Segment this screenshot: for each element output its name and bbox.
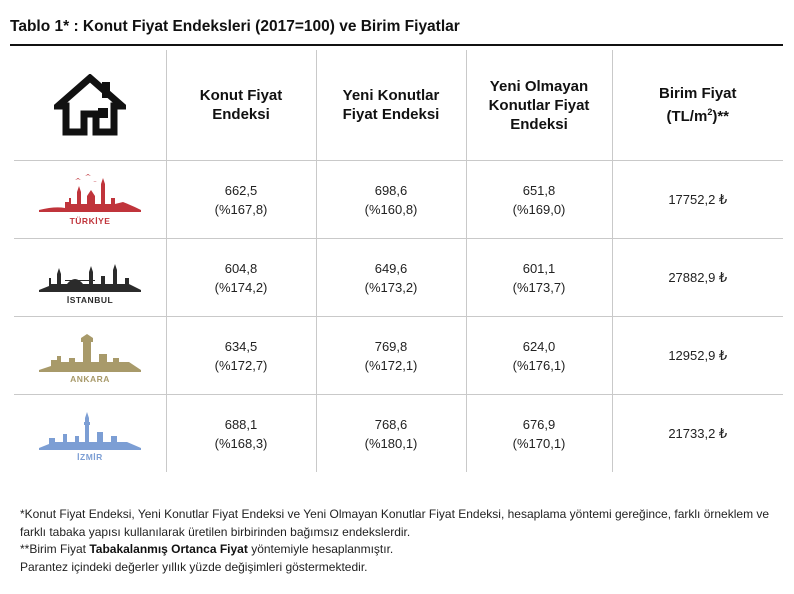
- kfe-change: (%172,7): [214, 357, 268, 373]
- price-index-table: Konut Fiyat Endeksi Yeni Konutlar Fiyat …: [14, 50, 783, 472]
- city-name: İZMİR: [77, 452, 103, 462]
- ykfe-cell: 649,6 (%173,2): [315, 238, 467, 317]
- yokfe-value: 651,8: [522, 182, 556, 198]
- header-unit-price-sup: 2: [707, 107, 713, 117]
- yokfe-cell: 676,9 (%170,1): [465, 394, 613, 472]
- ankara-skyline-icon: ANKARA: [38, 333, 141, 384]
- yokfe-change: (%176,1): [512, 357, 566, 373]
- table-row: İZMİR 688,1 (%168,3) 768,6 (%180,1) 676,9 (…: [14, 394, 783, 472]
- header-unit-price-label: Birim Fiyat: [658, 85, 737, 102]
- kfe-cell: 662,5 (%167,8): [165, 160, 317, 239]
- yokfe-change: (%173,7): [512, 279, 566, 295]
- ykfe-cell: 768,6 (%180,1): [315, 394, 467, 472]
- kfe-change: (%174,2): [214, 279, 268, 295]
- footnote-3: Parantez içindeki değerler yıllık yüzde …: [20, 559, 368, 574]
- kfe-value: 662,5: [224, 182, 258, 198]
- footnote-1: *Konut Fiyat Endeksi, Yeni Konutlar Fiya…: [20, 507, 770, 539]
- table-row: ANKARA 634,5 (%172,7) 769,8 (%172,1) 624,0…: [14, 316, 783, 395]
- yokfe-cell: 624,0 (%176,1): [465, 316, 613, 395]
- ykfe-change: (%172,1): [364, 357, 418, 373]
- unit-price-cell: 17752,2 ₺: [611, 160, 783, 239]
- ykfe-value: 698,6: [374, 182, 408, 198]
- title-divider: [10, 44, 783, 46]
- unit-price-cell: 21733,2 ₺: [611, 394, 783, 472]
- city-logo-cell: İZMİR: [14, 394, 167, 472]
- city-logo-cell: ANKARA: [14, 316, 167, 395]
- ykfe-cell: 769,8 (%172,1): [315, 316, 467, 395]
- yokfe-value: 676,9: [522, 416, 556, 432]
- kfe-cell: 604,8 (%174,2): [165, 238, 317, 317]
- yokfe-change: (%169,0): [512, 201, 566, 217]
- ykfe-cell: 698,6 (%160,8): [315, 160, 467, 239]
- header-unit-price: Birim Fiyat (TL/m2)**: [611, 50, 783, 161]
- footnote-2-post: yöntemiyle hesaplanmıştır.: [247, 542, 394, 556]
- ykfe-change: (%173,2): [364, 279, 418, 295]
- yokfe-cell: 601,1 (%173,7): [465, 238, 613, 317]
- header-row: Konut Fiyat Endeksi Yeni Konutlar Fiyat …: [14, 50, 783, 161]
- header-kfe: Konut Fiyat Endeksi: [165, 50, 317, 161]
- ykfe-value: 768,6: [374, 416, 408, 432]
- unit-price-cell: 27882,9 ₺: [611, 238, 783, 317]
- city-logo-cell: TÜRKİYE: [14, 160, 167, 239]
- kfe-value: 604,8: [224, 260, 258, 276]
- istanbul-skyline-icon: İSTANBUL: [38, 263, 141, 305]
- header-ykfe: Yeni Konutlar Fiyat Endeksi: [315, 50, 467, 161]
- yokfe-value: 601,1: [522, 260, 556, 276]
- header-icon-cell: [14, 50, 167, 161]
- ykfe-value: 769,8: [374, 338, 408, 354]
- city-name: ANKARA: [70, 374, 110, 384]
- table-row: TÜRKİYE 662,5 (%167,8) 698,6 (%160,8) 651,…: [14, 160, 783, 239]
- footnotes: *Konut Fiyat Endeksi, Yeni Konutlar Fiya…: [20, 506, 780, 576]
- house-icon: [53, 74, 126, 136]
- yokfe-value: 624,0: [522, 338, 556, 354]
- kfe-change: (%168,3): [214, 435, 268, 451]
- yokfe-change: (%170,1): [512, 435, 566, 451]
- yokfe-cell: 651,8 (%169,0): [465, 160, 613, 239]
- ykfe-change: (%180,1): [364, 435, 418, 451]
- kfe-change: (%167,8): [214, 201, 268, 217]
- header-unit-price-unit-post: )**: [712, 108, 729, 125]
- izmir-skyline-icon: İZMİR: [38, 411, 141, 462]
- footnote-2: **Birim Fiyat Tabakalanmış Ortanca Fiyat…: [20, 541, 780, 559]
- kfe-value: 634,5: [224, 338, 258, 354]
- table-row: İSTANBUL 604,8 (%174,2) 649,6 (%173,2) 601…: [14, 238, 783, 317]
- ykfe-change: (%160,8): [364, 201, 418, 217]
- unit-price-cell: 12952,9 ₺: [611, 316, 783, 395]
- footnote-2-pre: **Birim Fiyat: [20, 542, 90, 556]
- city-name: TÜRKİYE: [69, 216, 110, 226]
- table-title: Tablo 1* : Konut Fiyat Endeksleri (2017=…: [10, 18, 460, 35]
- header-unit-price-unit-pre: (TL/m: [666, 108, 708, 125]
- ykfe-value: 649,6: [374, 260, 408, 276]
- city-name: İSTANBUL: [67, 295, 113, 305]
- turkiye-skyline-icon: TÜRKİYE: [38, 173, 141, 226]
- header-yokfe: Yeni Olmayan Konutlar Fiyat Endeksi: [465, 50, 613, 161]
- footnote-2-bold: Tabakalanmış Ortanca Fiyat: [89, 542, 248, 556]
- city-logo-cell: İSTANBUL: [14, 238, 167, 317]
- kfe-value: 688,1: [224, 416, 258, 432]
- kfe-cell: 688,1 (%168,3): [165, 394, 317, 472]
- kfe-cell: 634,5 (%172,7): [165, 316, 317, 395]
